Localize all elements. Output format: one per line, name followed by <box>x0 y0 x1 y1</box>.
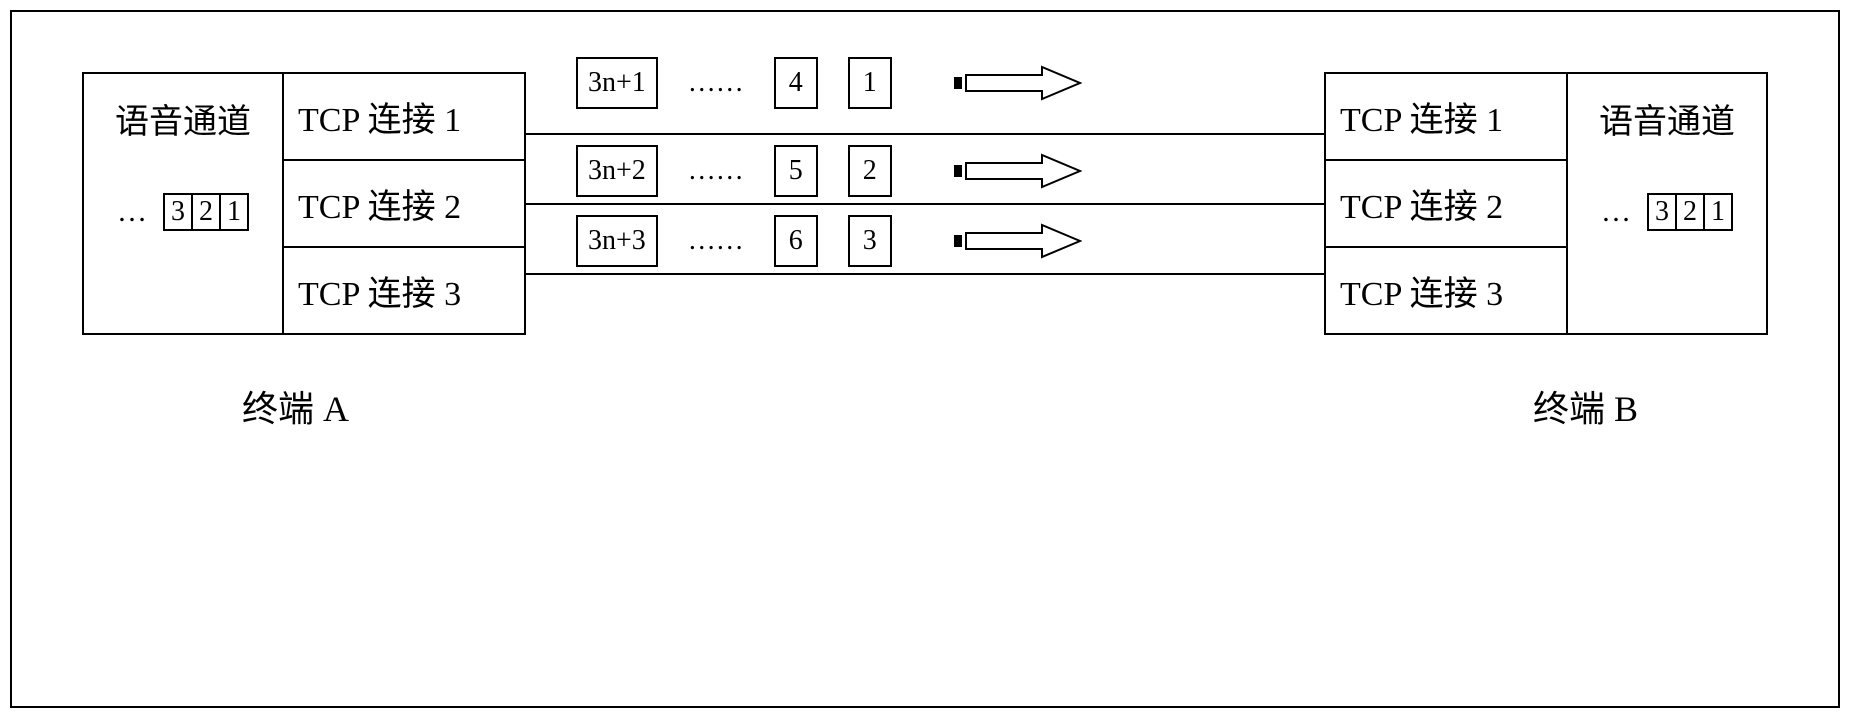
lane-2-packets: 3n+2 …… 5 2 <box>576 141 1304 201</box>
label-terminal-a: 终端 A <box>242 380 349 432</box>
line-2 <box>526 203 1324 205</box>
lane3-mid: 6 <box>774 215 818 267</box>
lane1-ellipsis: …… <box>688 67 744 99</box>
lane-3 <box>526 273 1324 275</box>
lane2-right: 2 <box>848 145 892 197</box>
lane2-ellipsis: …… <box>688 155 744 187</box>
voice-pkt-a-0: 3 <box>163 193 193 231</box>
voice-channel-b: 语音通道 … 3 2 1 <box>1566 74 1766 333</box>
tcp-a-1: TCP 连接 1 <box>284 74 524 161</box>
arrow-head-icon <box>966 225 1080 257</box>
lane3-ellipsis: …… <box>688 225 744 257</box>
voice-pkt-b-2: 1 <box>1703 193 1733 231</box>
lanes: 3n+1 …… 4 1 3n+2 …… <box>526 72 1324 335</box>
line-1 <box>526 133 1324 135</box>
tcp-a-3: TCP 连接 3 <box>284 248 524 333</box>
arrow-1 <box>952 65 1082 101</box>
arrow-2 <box>952 153 1082 189</box>
lane-2: 3n+3 …… 6 3 <box>526 203 1324 273</box>
voice-channel-a: 语音通道 … 3 2 1 <box>84 74 284 333</box>
label-terminal-b: 终端 B <box>1533 380 1638 432</box>
terminal-a: 语音通道 … 3 2 1 TCP 连接 1 TCP 连接 2 TCP 连接 3 <box>82 72 526 335</box>
lane-1: 3n+1 …… 4 1 3n+2 …… <box>526 133 1324 203</box>
tcp-b-1: TCP 连接 1 <box>1326 74 1566 161</box>
arrow-head-icon <box>966 67 1080 99</box>
lane3-left: 3n+3 <box>576 215 658 267</box>
lane1-right: 1 <box>848 57 892 109</box>
arrow-tail-icon <box>954 235 962 247</box>
tcp-b-2: TCP 连接 2 <box>1326 161 1566 248</box>
lane2-mid: 5 <box>774 145 818 197</box>
voice-pkt-b-0: 3 <box>1647 193 1677 231</box>
lane1-left: 3n+1 <box>576 57 658 109</box>
diagram-frame: 语音通道 … 3 2 1 TCP 连接 1 TCP 连接 2 TCP 连接 3 <box>10 10 1840 708</box>
lane-3-packets: 3n+3 …… 6 3 <box>576 211 1304 271</box>
voice-dots-b: … <box>1601 195 1631 229</box>
lane2-left: 3n+2 <box>576 145 658 197</box>
voice-packets-a: … 3 2 1 <box>117 193 249 231</box>
voice-label-b: 语音通道 <box>1599 94 1735 143</box>
tcp-a-2: TCP 连接 2 <box>284 161 524 248</box>
line-3 <box>526 273 1324 275</box>
voice-pkt-a-1: 2 <box>191 193 221 231</box>
terminal-b: TCP 连接 1 TCP 连接 2 TCP 连接 3 语音通道 … 3 2 1 <box>1324 72 1768 335</box>
main-row: 语音通道 … 3 2 1 TCP 连接 1 TCP 连接 2 TCP 连接 3 <box>82 72 1768 335</box>
voice-pkt-a-2: 1 <box>219 193 249 231</box>
voice-label-a: 语音通道 <box>115 94 251 143</box>
voice-pkt-b-1: 2 <box>1675 193 1705 231</box>
lane-1-packets: 3n+1 …… 4 1 <box>576 57 1304 109</box>
lane1-mid: 4 <box>774 57 818 109</box>
tcp-stack-b: TCP 连接 1 TCP 连接 2 TCP 连接 3 <box>1326 74 1566 333</box>
tcp-stack-a: TCP 连接 1 TCP 连接 2 TCP 连接 3 <box>284 74 524 333</box>
voice-dots-a: … <box>117 195 147 229</box>
arrow-head-icon <box>966 155 1080 187</box>
arrow-3 <box>952 223 1082 259</box>
tcp-b-3: TCP 连接 3 <box>1326 248 1566 333</box>
arrow-tail-icon <box>954 165 962 177</box>
arrow-tail-icon <box>954 77 962 89</box>
lane3-right: 3 <box>848 215 892 267</box>
terminal-labels: 终端 A 终端 B <box>82 335 1768 432</box>
voice-packets-b: … 3 2 1 <box>1601 193 1733 231</box>
